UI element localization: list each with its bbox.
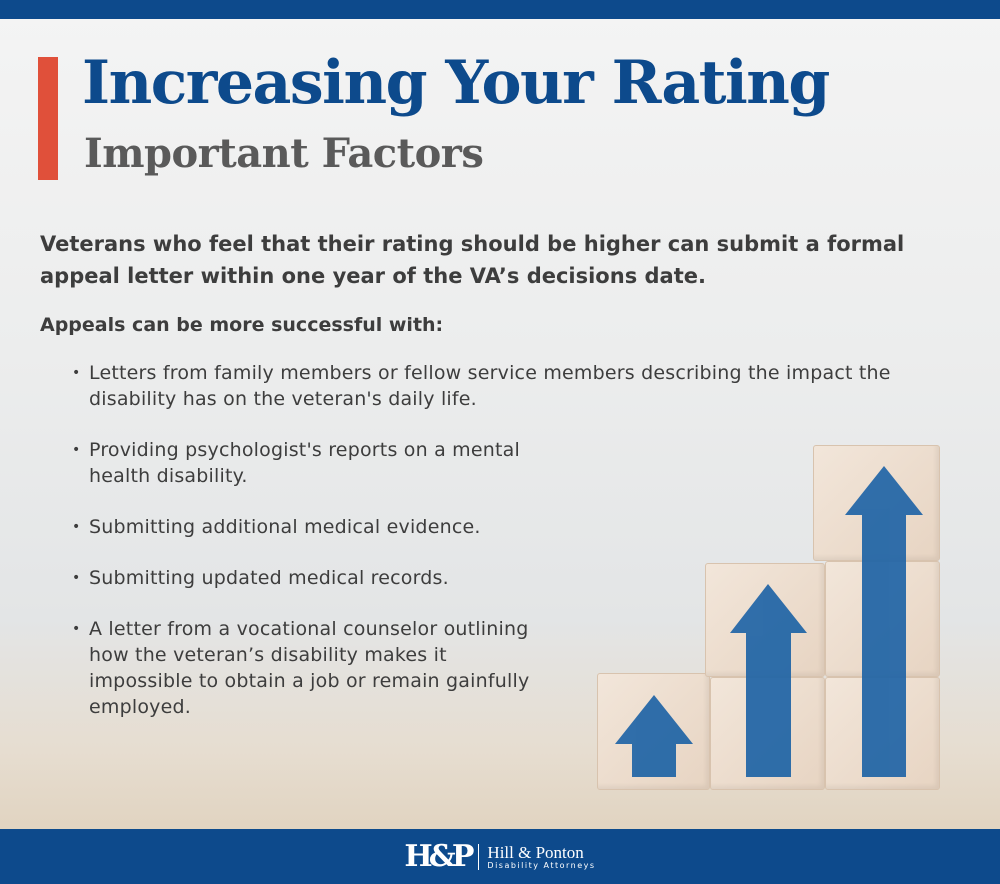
top-bar xyxy=(0,0,1000,19)
logo-tagline: Disability Attorneys xyxy=(487,860,596,870)
large-arrow xyxy=(845,466,923,777)
small-arrow xyxy=(615,695,693,777)
list-item: Submitting updated medical records. xyxy=(72,565,632,591)
logo-divider xyxy=(478,843,480,870)
page-subtitle: Important Factors xyxy=(84,130,484,177)
title-accent-bar xyxy=(38,57,58,180)
intro-text: Veterans who feel that their rating shou… xyxy=(40,232,905,288)
footer: H&P Hill & Ponton Disability Attorneys xyxy=(0,829,1000,884)
list-item: Submitting additional medical evidence. xyxy=(72,514,632,540)
page-title: Increasing Your Rating xyxy=(82,48,830,118)
list-item: A letter from a vocational counselor out… xyxy=(72,616,542,720)
logo-text: Hill & Ponton Disability Attorneys xyxy=(487,844,595,870)
medium-arrow xyxy=(730,584,807,777)
list-item: Letters from family members or fellow se… xyxy=(72,360,922,412)
factor-list: Letters from family members or fellow se… xyxy=(72,360,922,745)
logo-name: Hill & Ponton xyxy=(487,842,584,862)
list-lead: Appeals can be more successful with: xyxy=(40,314,444,336)
logo-mark: H&P xyxy=(404,839,474,874)
list-item: Providing psychologist's reports on a me… xyxy=(72,437,552,489)
